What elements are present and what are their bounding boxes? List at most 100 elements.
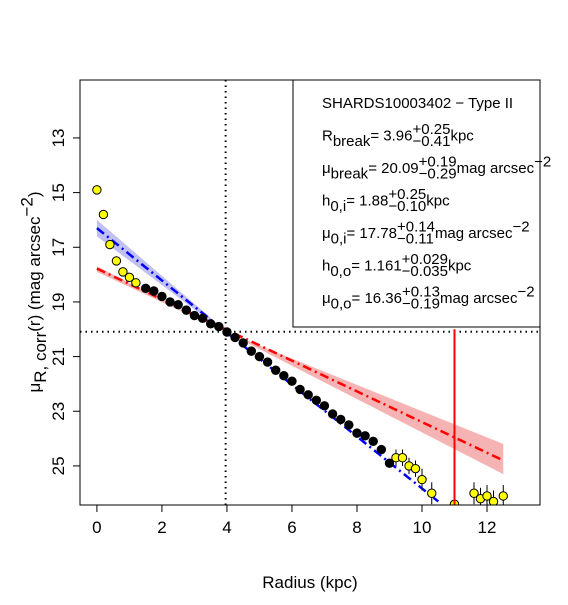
data-point (165, 297, 175, 307)
x-tick-label: 0 (92, 518, 101, 537)
data-point (111, 256, 122, 266)
label-part: +0.19 (419, 153, 457, 170)
label-part: +0.14 (397, 218, 435, 235)
data-point (246, 346, 257, 356)
label-part: −2 (517, 283, 534, 300)
data-point (98, 209, 109, 220)
data-point (279, 371, 289, 381)
y-tick-label: 13 (49, 128, 68, 147)
data-point (469, 488, 479, 498)
data-point (295, 384, 305, 395)
y-tick-label: 23 (49, 402, 68, 421)
x-tick-label: 8 (352, 518, 361, 537)
y-axis-label: μR, corr(r) (mag arcsec−2) (17, 191, 50, 392)
data-point (287, 376, 297, 386)
label-part: −0.035 (402, 263, 448, 280)
data-point (131, 278, 141, 288)
label-part: −0.19 (402, 295, 440, 312)
label-part: +0.25 (388, 186, 426, 203)
label-part: = 17.78 (347, 225, 397, 242)
label-part: −2 (512, 218, 529, 235)
label-part: μ (322, 160, 331, 177)
data-point (173, 299, 183, 310)
label-part: −2 (17, 197, 36, 216)
label-part: = 1.88 (346, 193, 388, 210)
data-point (149, 286, 159, 296)
label-part: −0.11 (397, 230, 434, 247)
x-tick-label: 10 (413, 518, 432, 537)
label-part: h (322, 258, 330, 275)
data-point (344, 420, 354, 430)
label-part: 0,o (330, 263, 351, 280)
x-tick-label: 12 (478, 518, 497, 537)
label-part: = 1.161 (351, 258, 401, 275)
label-part: = 3.96 (370, 128, 412, 145)
label-part: break (331, 165, 369, 182)
label-part: +0.25 (413, 121, 451, 138)
label-part: break (333, 133, 371, 150)
legend-entry: h 0,o = 1.161 +0.029−0.035 kpc (322, 251, 472, 280)
data-point (488, 496, 499, 505)
legend-entry: μ 0,i = 17.78 +0.14−0.11 mag arcsec −2 (322, 218, 530, 247)
label-part: +0.029 (402, 251, 448, 268)
legend-box (292, 79, 541, 328)
y-tick-label: 19 (49, 292, 68, 311)
label-part: 0,i (330, 198, 346, 215)
label-part: mag arcsec (440, 290, 518, 307)
data-point (319, 401, 330, 411)
label-part: −0.41 (413, 133, 451, 150)
legend-entry: h 0,i = 1.88 +0.25−0.10 kpc (322, 186, 450, 215)
data-point (410, 463, 421, 474)
data-point (230, 332, 240, 343)
label-part: −0.29 (419, 165, 457, 182)
label-part: kpc (426, 193, 450, 210)
data-point (352, 428, 362, 438)
legend-entry: SHARDS10003402 − Type II (322, 95, 513, 112)
data-point (254, 351, 265, 362)
data-point (368, 436, 378, 447)
y-tick-label: 17 (49, 238, 68, 257)
data-point (384, 458, 395, 468)
label-part: R (322, 128, 333, 145)
fit-line (96, 267, 504, 462)
label-part: 0,i (331, 230, 347, 247)
data-point (336, 414, 346, 425)
label-part: ) (25, 191, 44, 197)
legend: SHARDS10003402 − Type IIR break = 3.96 +0.… (292, 79, 551, 328)
data-point (205, 319, 216, 329)
legend-entry: μ break = 20.09 +0.19−0.29 mag arcsec −2 (322, 153, 551, 182)
data-point (417, 474, 427, 485)
y-tick-label: 15 (49, 183, 68, 202)
y-tick-label: 21 (49, 347, 68, 366)
data-point (397, 453, 408, 463)
label-part: mag arcsec (457, 160, 535, 177)
data-point (271, 365, 281, 375)
data-point (311, 395, 322, 406)
data-point (157, 291, 167, 302)
label-part: 0,o (331, 295, 352, 312)
label-part: −0.10 (388, 198, 426, 215)
data-point (262, 357, 273, 367)
data-point (482, 491, 492, 501)
label-part: kpc (450, 128, 474, 145)
label-part: +0.13 (402, 283, 440, 300)
data-point (181, 305, 192, 315)
plot-area (80, 80, 540, 505)
data-point (105, 239, 115, 250)
label-part: kpc (448, 258, 472, 275)
data-point (427, 488, 437, 498)
x-tick-label: 2 (157, 518, 166, 537)
data-point (222, 327, 232, 337)
data-point (238, 338, 248, 348)
confidence-band (96, 219, 226, 333)
plot-frame (79, 79, 541, 506)
label-part: (r) (mag arcsec (25, 216, 44, 332)
data-point (214, 321, 224, 332)
data-point (92, 185, 102, 195)
data-point (118, 267, 128, 277)
data-point (197, 313, 208, 324)
data-point (189, 310, 200, 321)
